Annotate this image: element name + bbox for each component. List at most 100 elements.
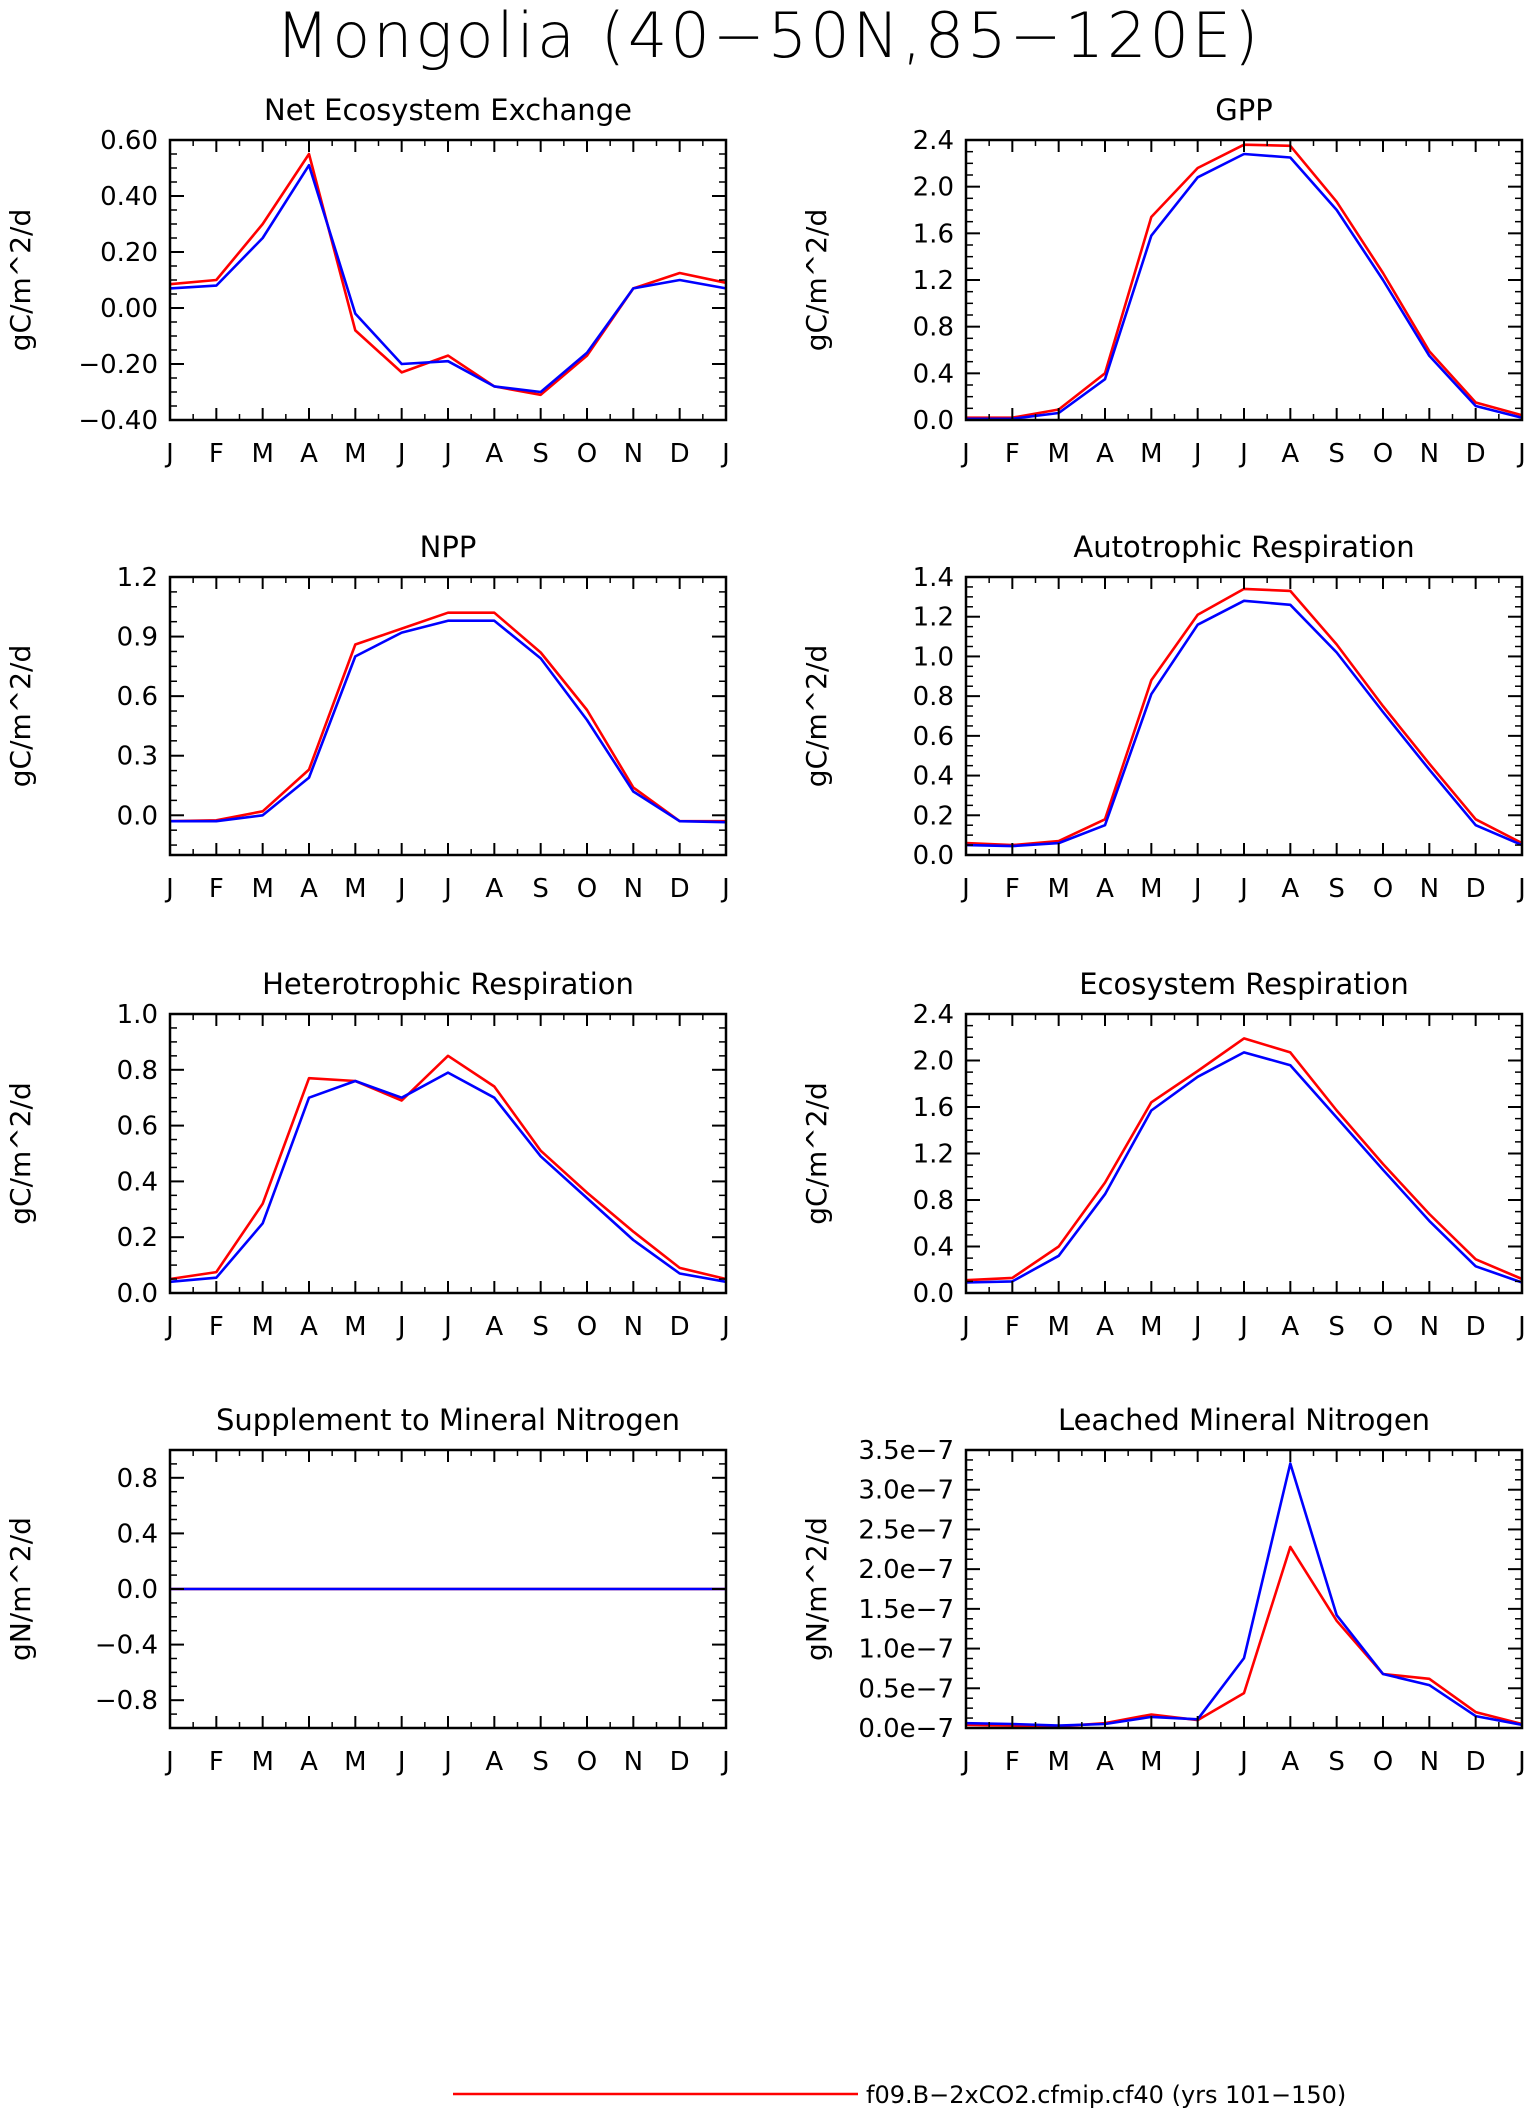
y-tick-label: 0.00 [100,294,158,324]
x-tick-label: J [164,874,174,904]
series-line-red [169,611,726,823]
y-tick-label: 2.0 [913,1047,954,1077]
x-tick-label: D [670,1747,690,1777]
y-tick-label: 0.0 [913,841,954,871]
y-tick-label: 0.3 [117,742,158,772]
y-axis-label: gC/m^2/d [4,1082,37,1225]
x-tick-label: F [209,1312,224,1342]
y-axis-label: gC/m^2/d [800,645,833,788]
x-tick-label: S [1328,874,1345,904]
x-tick-label: O [1373,1312,1393,1342]
x-tick-label: A [485,439,503,469]
chart-title: Supplement to Mineral Nitrogen [216,1403,680,1437]
y-axis-label: gC/m^2/d [800,209,833,352]
series-line-red [169,152,727,397]
x-tick-label: A [1096,874,1114,904]
y-tick-label: 0.0 [117,1279,158,1309]
y-tick-label: 1.0 [913,642,954,672]
y-tick-label: 2.4 [913,1000,954,1030]
y-tick-label: 0.60 [100,126,158,156]
x-tick-label: M [251,1747,273,1777]
x-tick-label: A [1281,874,1299,904]
chart-title: NPP [420,530,477,564]
y-tick-label: 0.5e−7 [858,1674,954,1704]
x-tick-label: A [300,1312,318,1342]
x-tick-label: J [1238,439,1248,469]
y-axis-label: gC/m^2/d [4,209,37,352]
y-axis-label: gN/m^2/d [800,1517,833,1661]
y-tick-label: 3.5e−7 [858,1436,954,1466]
y-tick-label: 1.4 [913,563,954,593]
x-tick-label: S [532,1747,549,1777]
x-tick-label: F [1005,1312,1020,1342]
x-tick-label: D [1466,1747,1486,1777]
plot-frame [168,138,728,422]
series-line-blue [965,1051,1523,1284]
x-tick-label: J [720,874,730,904]
x-tick-label: J [960,1747,970,1777]
series-line-red [966,143,1523,420]
y-tick-label: 0.6 [117,1112,158,1142]
x-tick-label: A [1096,439,1114,469]
x-tick-label: N [1420,874,1439,904]
series-line-blue [169,1071,727,1284]
chart-title: Leached Mineral Nitrogen [1058,1403,1430,1437]
x-tick-label: A [1281,439,1299,469]
x-tick-label: O [577,1747,597,1777]
x-tick-label: D [1466,1312,1486,1342]
x-tick-label: N [1420,439,1439,469]
x-tick-label: M [1140,439,1162,469]
y-tick-label: 0.8 [913,1186,954,1216]
x-tick-label: J [720,1312,730,1342]
x-tick-label: M [1140,1312,1162,1342]
y-tick-label: 2.5e−7 [858,1515,954,1545]
y-tick-label: 0.8 [913,682,954,712]
plot-frame [964,1012,1524,1295]
x-tick-label: J [396,1312,406,1342]
x-tick-label: J [1192,1312,1202,1342]
x-tick-label: F [209,1747,224,1777]
y-tick-label: 1.2 [117,563,158,593]
x-tick-label: J [1192,1747,1202,1777]
y-tick-label: 0.9 [117,623,158,653]
y-tick-label: 0.4 [913,762,954,792]
x-tick-label: J [1516,439,1526,469]
y-tick-label: −0.40 [78,406,158,436]
y-tick-label: 2.4 [913,126,954,156]
y-tick-label: 0.0 [117,801,158,831]
y-tick-label: 0.0 [913,1279,954,1309]
x-tick-label: J [164,439,174,469]
y-tick-label: 0.6 [913,722,954,752]
page-title: Mongolia (40−50N,85−120E) [275,0,1262,72]
x-tick-label: M [1140,1747,1162,1777]
x-tick-label: D [670,1312,690,1342]
x-tick-label: J [1238,1312,1248,1342]
y-tick-label: 1.2 [913,1140,954,1170]
x-tick-label: J [164,1312,174,1342]
x-tick-label: M [1047,874,1069,904]
x-tick-label: N [1420,1312,1439,1342]
x-tick-label: O [1373,1747,1393,1777]
y-tick-label: 1.2 [913,266,954,296]
plot-frame [964,575,1524,857]
chart-title: GPP [1215,93,1272,127]
x-tick-label: A [1281,1312,1299,1342]
y-tick-label: 0.4 [913,1233,954,1263]
x-tick-label: O [1373,439,1393,469]
x-tick-label: S [532,874,549,904]
x-tick-label: A [1281,1747,1299,1777]
x-tick-label: M [251,439,273,469]
x-tick-label: F [1005,874,1020,904]
x-tick-label: D [1466,874,1486,904]
y-tick-label: −0.8 [95,1686,158,1716]
y-tick-label: 2.0 [913,173,954,203]
x-tick-label: A [485,1312,503,1342]
y-tick-label: 1.6 [913,219,954,249]
x-tick-label: S [1328,1312,1345,1342]
x-tick-label: J [720,439,730,469]
y-tick-label: 0.2 [117,1223,158,1253]
chart-title: Autotrophic Respiration [1073,530,1414,564]
x-tick-label: A [1096,1312,1114,1342]
x-tick-label: O [577,439,597,469]
